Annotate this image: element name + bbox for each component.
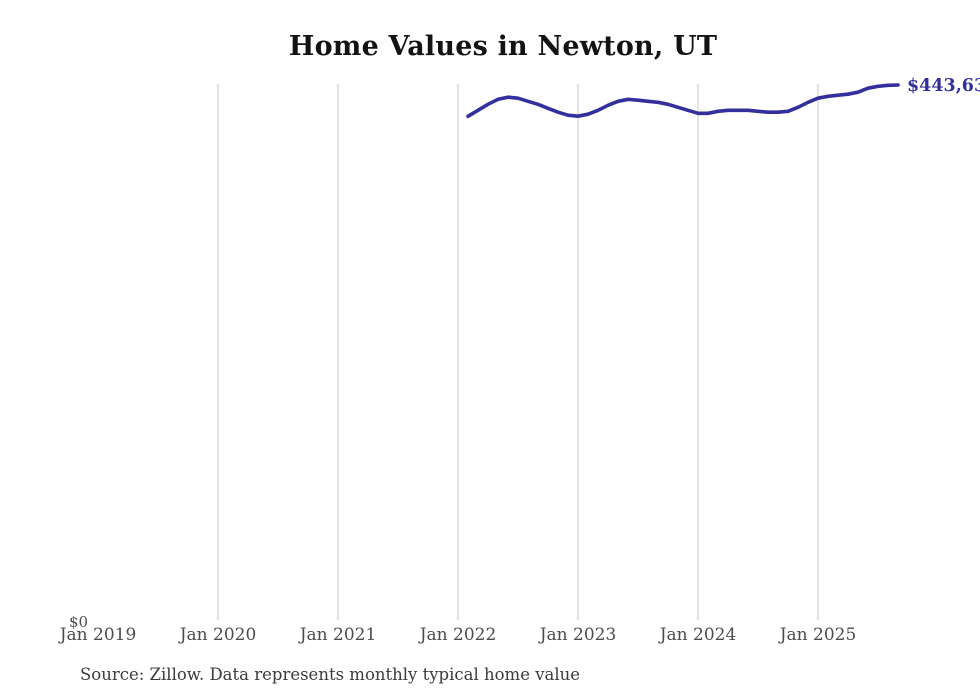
latest-value-label: $443,637 [907, 76, 980, 97]
x-axis: Jan 2019 Jan 2020 Jan 2021 Jan 2022 Jan 2023… [0, 626, 980, 650]
x-tick-label: Jan 2023 [539, 625, 617, 645]
x-tick-label: Jan 2025 [779, 625, 857, 645]
y-axis-zero-label: $0 [69, 613, 89, 631]
x-tick-label: Jan 2021 [299, 625, 377, 645]
home-value-line [466, 83, 900, 119]
x-tick-label: Jan 2019 [59, 625, 137, 645]
gridlines [217, 84, 819, 620]
source-note: Source: Zillow. Data represents monthly … [80, 665, 581, 684]
x-tick-label: Jan 2022 [419, 625, 497, 645]
x-tick-label: Jan 2020 [179, 625, 257, 645]
chart-title: Home Values in Newton, UT [288, 31, 718, 62]
x-tick-label: Jan 2024 [659, 625, 737, 645]
